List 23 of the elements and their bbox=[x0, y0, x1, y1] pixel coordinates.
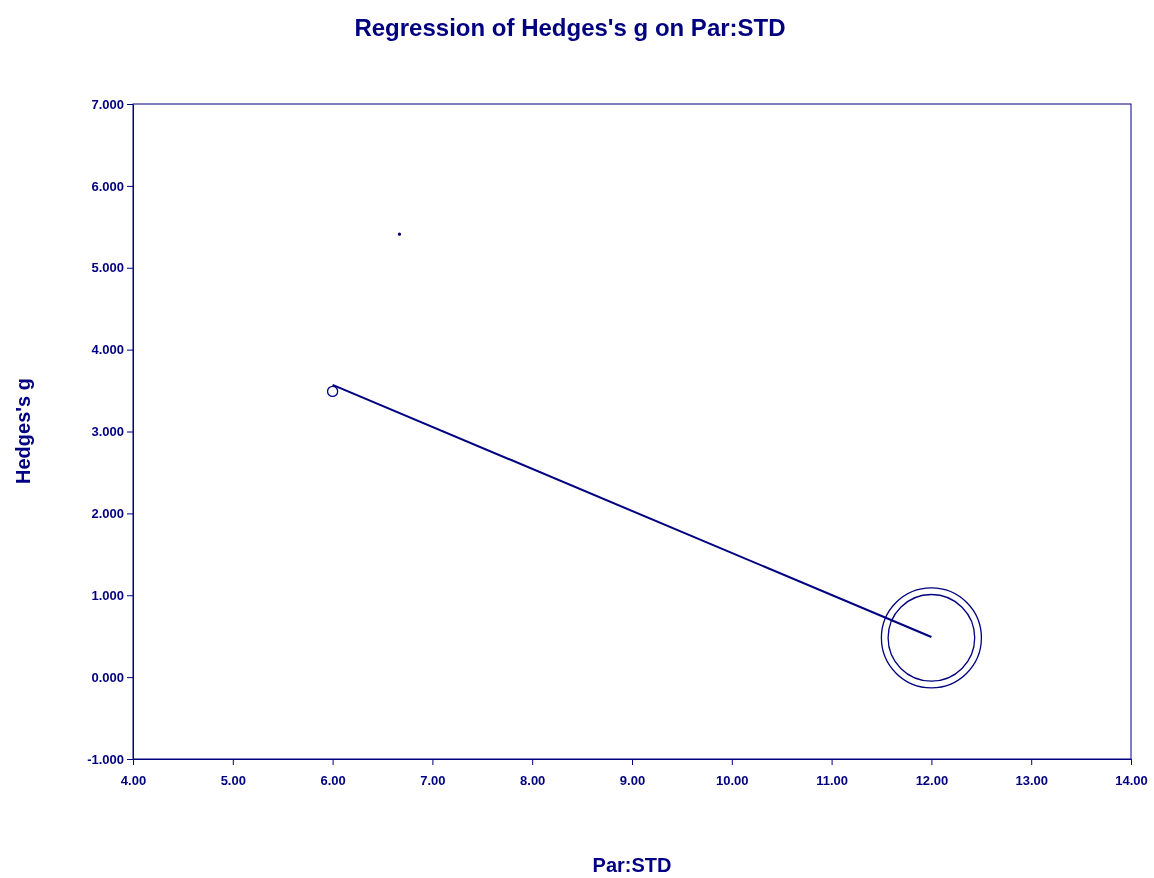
x-tick-label: 4.00 bbox=[120, 772, 147, 788]
x-tick-label: 14.00 bbox=[1115, 772, 1148, 788]
y-tick-label: 5.000 bbox=[91, 260, 124, 276]
x-tick-label: 8.00 bbox=[520, 772, 546, 788]
chart-title: Regression of Hedges's g on Par:STD bbox=[354, 14, 786, 41]
x-tick-label: 11.00 bbox=[816, 772, 849, 788]
x-tick-label: 7.00 bbox=[420, 772, 446, 788]
x-tick-label: 6.00 bbox=[320, 772, 346, 788]
y-tick-label: 2.000 bbox=[91, 506, 124, 522]
y-tick-label: 7.000 bbox=[91, 96, 124, 112]
y-tick-label: 0.000 bbox=[91, 669, 124, 685]
x-tick-label: 10.00 bbox=[716, 772, 749, 788]
y-tick-label: 3.000 bbox=[91, 424, 124, 440]
x-tick-label: 13.00 bbox=[1015, 772, 1048, 788]
y-tick-label: 1.000 bbox=[91, 587, 124, 603]
y-tick-label: -1.000 bbox=[87, 751, 124, 767]
x-tick-label: 12.00 bbox=[915, 772, 949, 788]
x-axis-title: Par:STD bbox=[592, 854, 672, 876]
y-tick-label: 6.000 bbox=[91, 178, 124, 194]
y-axis-title: Hedges's g bbox=[12, 378, 34, 484]
x-tick-label: 9.00 bbox=[619, 772, 646, 788]
x-tick-label: 5.00 bbox=[220, 772, 246, 788]
y-tick-label: 4.000 bbox=[91, 342, 124, 358]
